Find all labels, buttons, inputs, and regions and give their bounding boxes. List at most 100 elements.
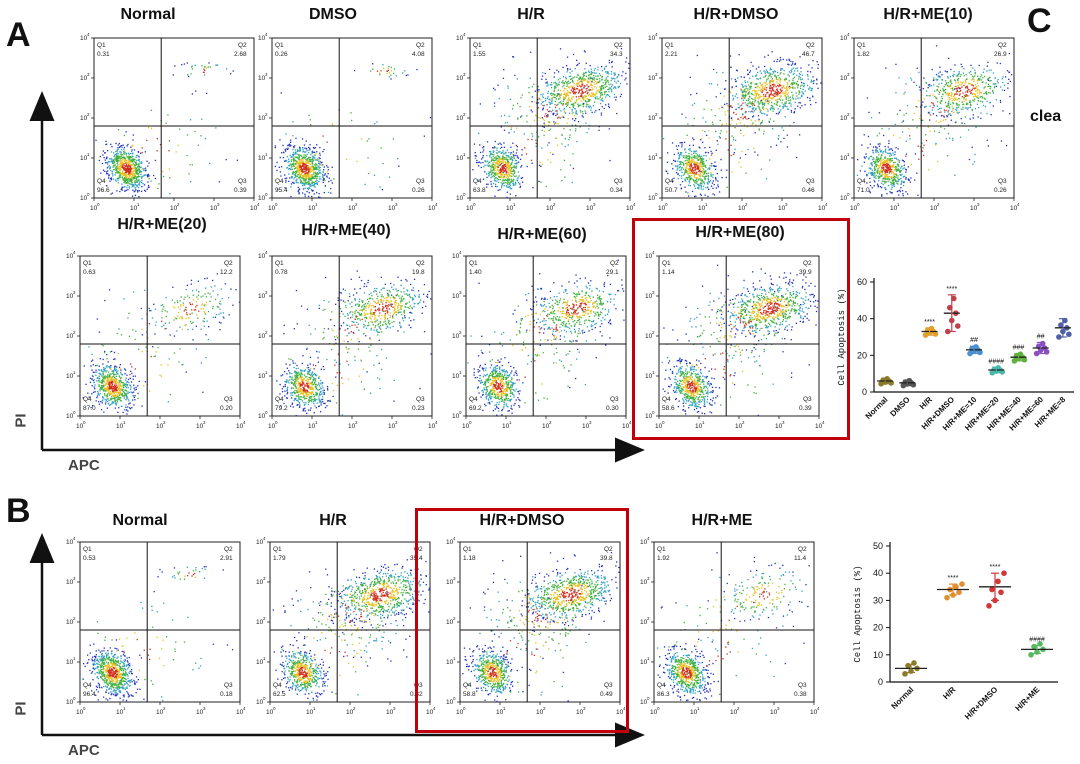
q2-value: 39.8 [600, 555, 613, 562]
x-tick-exp: 0 [275, 202, 278, 207]
x-tick-label: 10 [890, 205, 898, 212]
y-tick-label: 10 [452, 293, 460, 300]
x-tick-label: 10 [268, 205, 276, 212]
q1-value: 1.14 [662, 269, 675, 276]
x-tick-label: 10 [386, 709, 394, 716]
x-tick-exp: 4 [435, 202, 438, 207]
b-flow-plot-3: 10 0 10 0 10 1 10 1 10 2 10 2 10 3 10 3 10 4 10 4 Q1 1.92 Q2 11… [640, 536, 820, 725]
y-tick-label: 10 [648, 195, 656, 202]
y-tick-label: 10 [66, 619, 74, 626]
y-tick-label: 40 [873, 568, 883, 578]
significance-label: **** [946, 286, 957, 293]
a-plot-title-3: H/R+DMSO [693, 6, 779, 23]
y-tick-exp: 1 [652, 370, 655, 375]
event-dots [82, 566, 234, 702]
event-dots [274, 63, 432, 199]
q3-value: 0.26 [412, 187, 425, 194]
event-dots [467, 259, 625, 416]
y-tick-exp: 3 [87, 72, 90, 77]
y-axis-label: Cell Apoptosis (%) [837, 288, 847, 385]
data-point [1001, 570, 1007, 576]
y-tick-exp: 0 [647, 696, 650, 701]
x-tick-label: 10 [156, 423, 164, 430]
y-tick-label: 10 [446, 539, 454, 546]
x-tick-label: 10 [810, 709, 818, 716]
q1-value: 0.26 [275, 51, 288, 58]
q1-label: Q1 [275, 260, 284, 267]
significance-label: #### [1029, 636, 1045, 643]
x-tick-exp: 4 [623, 706, 626, 711]
y-tick-label: 10 [66, 579, 74, 586]
significance-label: **** [924, 319, 935, 326]
event-dots [462, 552, 620, 703]
x-tick-label: 10 [735, 423, 743, 430]
y-tick-label: 10 [648, 75, 656, 82]
x-tick-exp: 4 [822, 420, 825, 425]
data-point [995, 578, 1001, 585]
q3-value: 0.34 [610, 187, 623, 194]
x-tick-exp: 4 [629, 420, 632, 425]
event-dots [82, 273, 241, 415]
data-point [932, 331, 939, 337]
y-tick-label: 10 [645, 373, 653, 380]
x-tick-label: 10 [210, 205, 218, 212]
q4-value: 96.4 [83, 691, 96, 698]
y-tick-exp: 3 [73, 576, 76, 581]
b-plot-title-3: H/R+ME [691, 512, 753, 529]
a-plot-title-2: H/R [517, 6, 545, 23]
q1-label: Q1 [657, 546, 666, 553]
y-tick-exp: 3 [73, 290, 76, 295]
x-tick-exp: 3 [203, 706, 206, 711]
a-plot-title-4: H/R+ME(10) [883, 6, 973, 23]
q1-label: Q1 [273, 546, 282, 553]
q4-value: 58.8 [463, 691, 476, 698]
q1-label: Q1 [83, 260, 92, 267]
y-tick-label: 40 [857, 314, 867, 324]
data-point [905, 662, 911, 669]
q3-value: 0.20 [220, 405, 233, 412]
y-tick-exp: 2 [459, 330, 462, 335]
q4-value: 63.8 [473, 187, 486, 194]
x-tick-exp: 4 [433, 706, 436, 711]
data-point [989, 586, 995, 593]
x-tick-exp: 2 [355, 202, 358, 207]
a-flow-plot-0: 10 0 10 0 10 1 10 1 10 2 10 2 10 3 10 3 10 4 10 4 Q1 0.31 Q2 2.… [80, 32, 260, 221]
y-tick-label: 10 [452, 373, 460, 380]
x-tick-exp: 3 [395, 420, 398, 425]
x-tick-exp: 4 [243, 706, 246, 711]
x-tick-label: 10 [496, 709, 504, 716]
y-tick-label: 10 [645, 413, 653, 420]
x-tick-label: 10 [346, 709, 354, 716]
x-tick-label: 10 [456, 709, 464, 716]
x-tick-exp: 4 [1017, 202, 1020, 207]
y-tick-label: 10 [456, 35, 464, 42]
x-tick-label: 10 [156, 709, 164, 716]
q4-label: Q4 [275, 178, 284, 185]
y-tick-label: 10 [258, 333, 266, 340]
x-tick-exp: 3 [777, 706, 780, 711]
a-flow-plot-7: 10 0 10 0 10 1 10 1 10 2 10 2 10 3 10 3 10 4 10 4 Q1 1.40 Q2 29… [452, 250, 632, 439]
x-tick-label: 10 [770, 709, 778, 716]
q3-label: Q3 [238, 178, 247, 185]
x-tick-label: 10 [658, 205, 666, 212]
q2-value: 2.68 [234, 51, 247, 58]
y-tick-label: 10 [452, 333, 460, 340]
y-tick-exp: 0 [655, 192, 658, 197]
b-plot-title-1: H/R [319, 512, 347, 529]
y-tick-label: 10 [446, 579, 454, 586]
x-tick-label: DMSO [888, 395, 911, 418]
x-tick-label: 10 [850, 205, 858, 212]
y-tick-exp: 0 [459, 410, 462, 415]
y-tick-exp: 0 [87, 192, 90, 197]
x-tick-exp: 3 [583, 706, 586, 711]
q4-value: 87.0 [83, 405, 96, 412]
x-tick-label: 10 [536, 709, 544, 716]
y-tick-exp: 4 [265, 32, 268, 37]
q4-value: 96.6 [97, 187, 110, 194]
q1-value: 2.21 [665, 51, 678, 58]
x-tick-label: H/R+DMSO [963, 685, 999, 721]
panel-letter-a: A [6, 16, 31, 54]
y-tick-exp: 3 [847, 72, 850, 77]
x-tick-label: 10 [428, 423, 436, 430]
q2-value: 34.3 [610, 51, 623, 58]
